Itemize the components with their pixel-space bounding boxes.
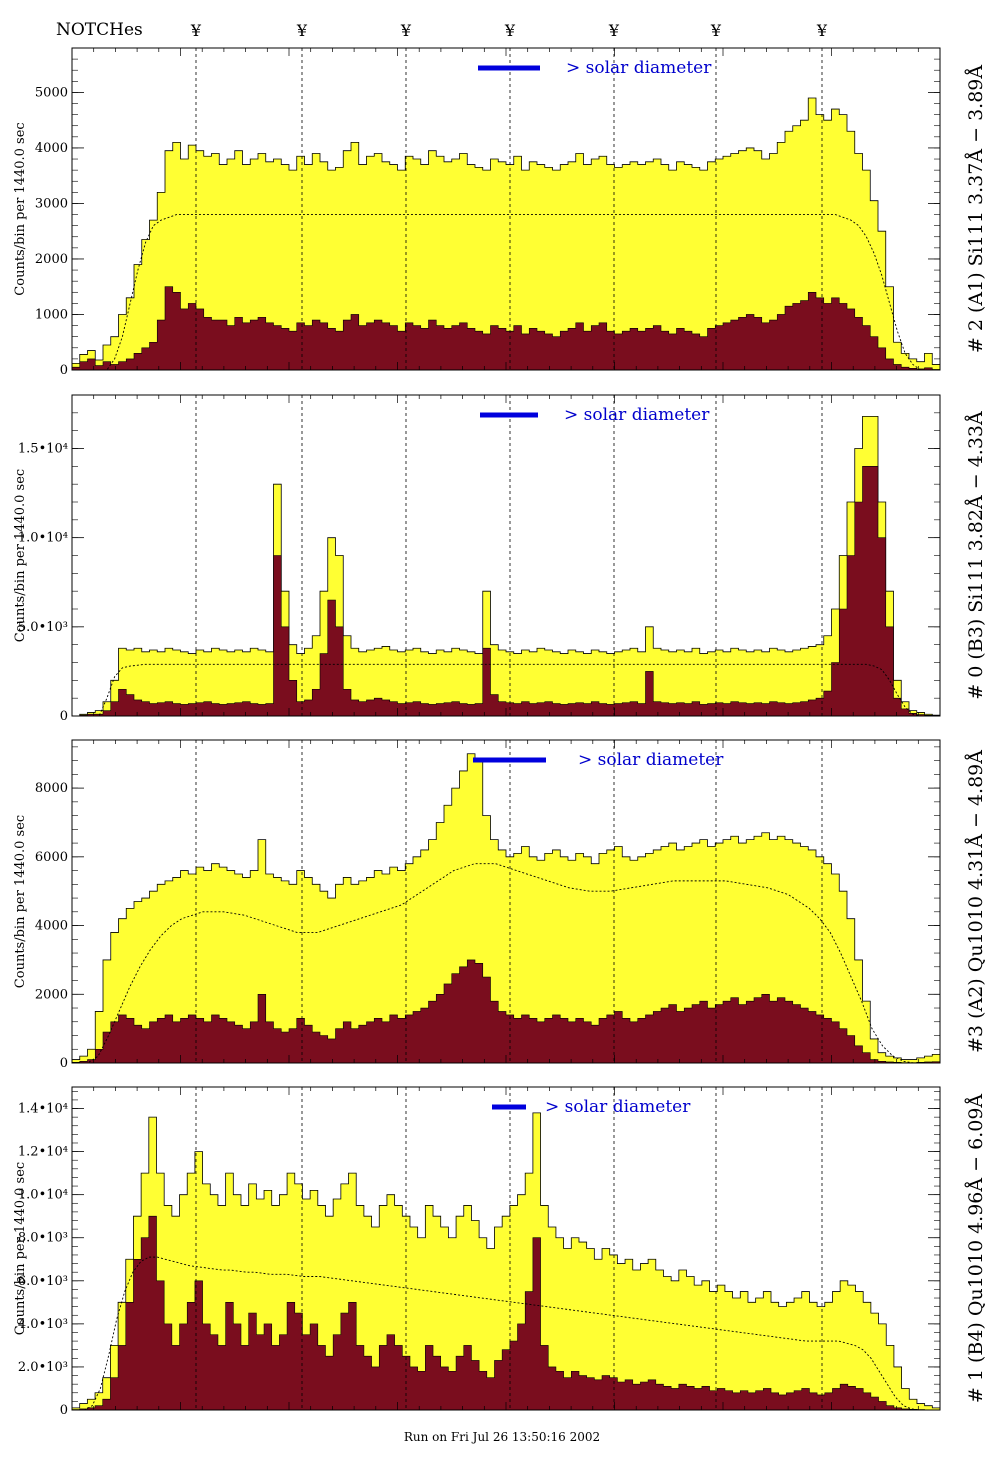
series-model-curve xyxy=(77,863,935,1064)
y-tick-label: 1000 xyxy=(35,307,68,322)
notch-marker-2: ¥ xyxy=(400,21,412,40)
y-tick-label: 0 xyxy=(60,1056,68,1071)
y-tick-label: 8000 xyxy=(35,781,68,796)
notch-marker-6: ¥ xyxy=(816,21,828,40)
y-tick-label: 1.2•10⁴ xyxy=(18,1145,68,1160)
y-tick-label: 5.0•10³ xyxy=(18,620,68,635)
panel-1: 0 5.0•10³ 1.0•10⁴ 1.5•10⁴ Counts/bin per 144… xyxy=(13,394,987,724)
panel-3: 0 2.0•10³ 4.0•10³ 6.0•10³ 8.0•10³ 1.0•10⁴ 1.2•… xyxy=(13,1086,987,1418)
y-tick-label: 5000 xyxy=(35,85,68,100)
series-background-area xyxy=(71,959,941,1064)
y-tick-label: 3000 xyxy=(35,196,68,211)
solar-diameter-label: > solar diameter xyxy=(545,1097,691,1117)
solar-diameter-label: > solar diameter xyxy=(566,58,712,78)
y-tick-label: 0 xyxy=(60,1403,68,1418)
series-model-curve xyxy=(76,1256,936,1411)
y-tick-label: 1.0•10⁴ xyxy=(18,531,68,546)
y-tick-label: 6.0•10³ xyxy=(18,1274,68,1289)
notch-marker-4: ¥ xyxy=(608,21,620,40)
panel-title: # 1 (B4) Qu1010 4.96Å − 6.09Å xyxy=(965,1094,987,1404)
panel-title: #3 (A2) Qu1010 4.31Å − 4.89Å xyxy=(965,750,987,1053)
y-tick-label: 1.4•10⁴ xyxy=(18,1102,68,1117)
y-axis-label: Counts/bin per 1440.0 sec xyxy=(13,1162,28,1335)
y-axis-label: Counts/bin per 1440.0 sec xyxy=(13,122,28,295)
y-tick-label: 2000 xyxy=(35,987,68,1002)
y-tick-label: 4000 xyxy=(35,919,68,934)
y-tick-label: 1.0•10⁴ xyxy=(18,1188,68,1203)
series-background-area xyxy=(71,1215,941,1411)
y-axis-label: Counts/bin per 1440.0 sec xyxy=(13,469,28,642)
y-tick-label: 1.5•10⁴ xyxy=(18,442,68,457)
panel-0: 0 1000 2000 3000 4000 5000 Counts/bin per 1440… xyxy=(13,47,987,378)
y-tick-label: 0 xyxy=(60,709,68,724)
panel-2: 0 2000 4000 6000 8000 Counts/bin per 1440.0 s… xyxy=(13,739,987,1071)
series-total-area xyxy=(71,97,941,371)
notch-marker-5: ¥ xyxy=(710,21,722,40)
y-tick-label: 0 xyxy=(60,363,68,378)
y-tick-label: 6000 xyxy=(35,850,68,865)
y-tick-label: 2.0•10³ xyxy=(18,1360,68,1375)
notch-marker-1: ¥ xyxy=(296,21,308,40)
notches-label: NOTCHes xyxy=(56,20,143,40)
series-total-area xyxy=(71,753,941,1064)
run-timestamp: Run on Fri Jul 26 13:50:16 2002 xyxy=(403,1430,601,1444)
notch-marker-0: ¥ xyxy=(190,21,202,40)
y-tick-label: 4.0•10³ xyxy=(18,1317,68,1332)
series-model-curve xyxy=(75,214,937,371)
y-tick-label: 8.0•10³ xyxy=(18,1231,68,1246)
notch-marker-3: ¥ xyxy=(504,21,516,40)
y-axis-label: Counts/bin per 1440.0 sec xyxy=(13,815,28,988)
series-model-curve xyxy=(75,663,937,717)
panel-title: # 2 (A1) Si111 3.37Å − 3.89Å xyxy=(965,65,987,353)
y-tick-label: 4000 xyxy=(35,141,68,156)
solar-diameter-label: > solar diameter xyxy=(578,750,724,770)
y-tick-label: 2000 xyxy=(35,252,68,267)
solar-diameter-label: > solar diameter xyxy=(564,405,710,425)
panel-title: # 0 (B3) Si111 3.82Å − 4.33Å xyxy=(965,411,987,700)
